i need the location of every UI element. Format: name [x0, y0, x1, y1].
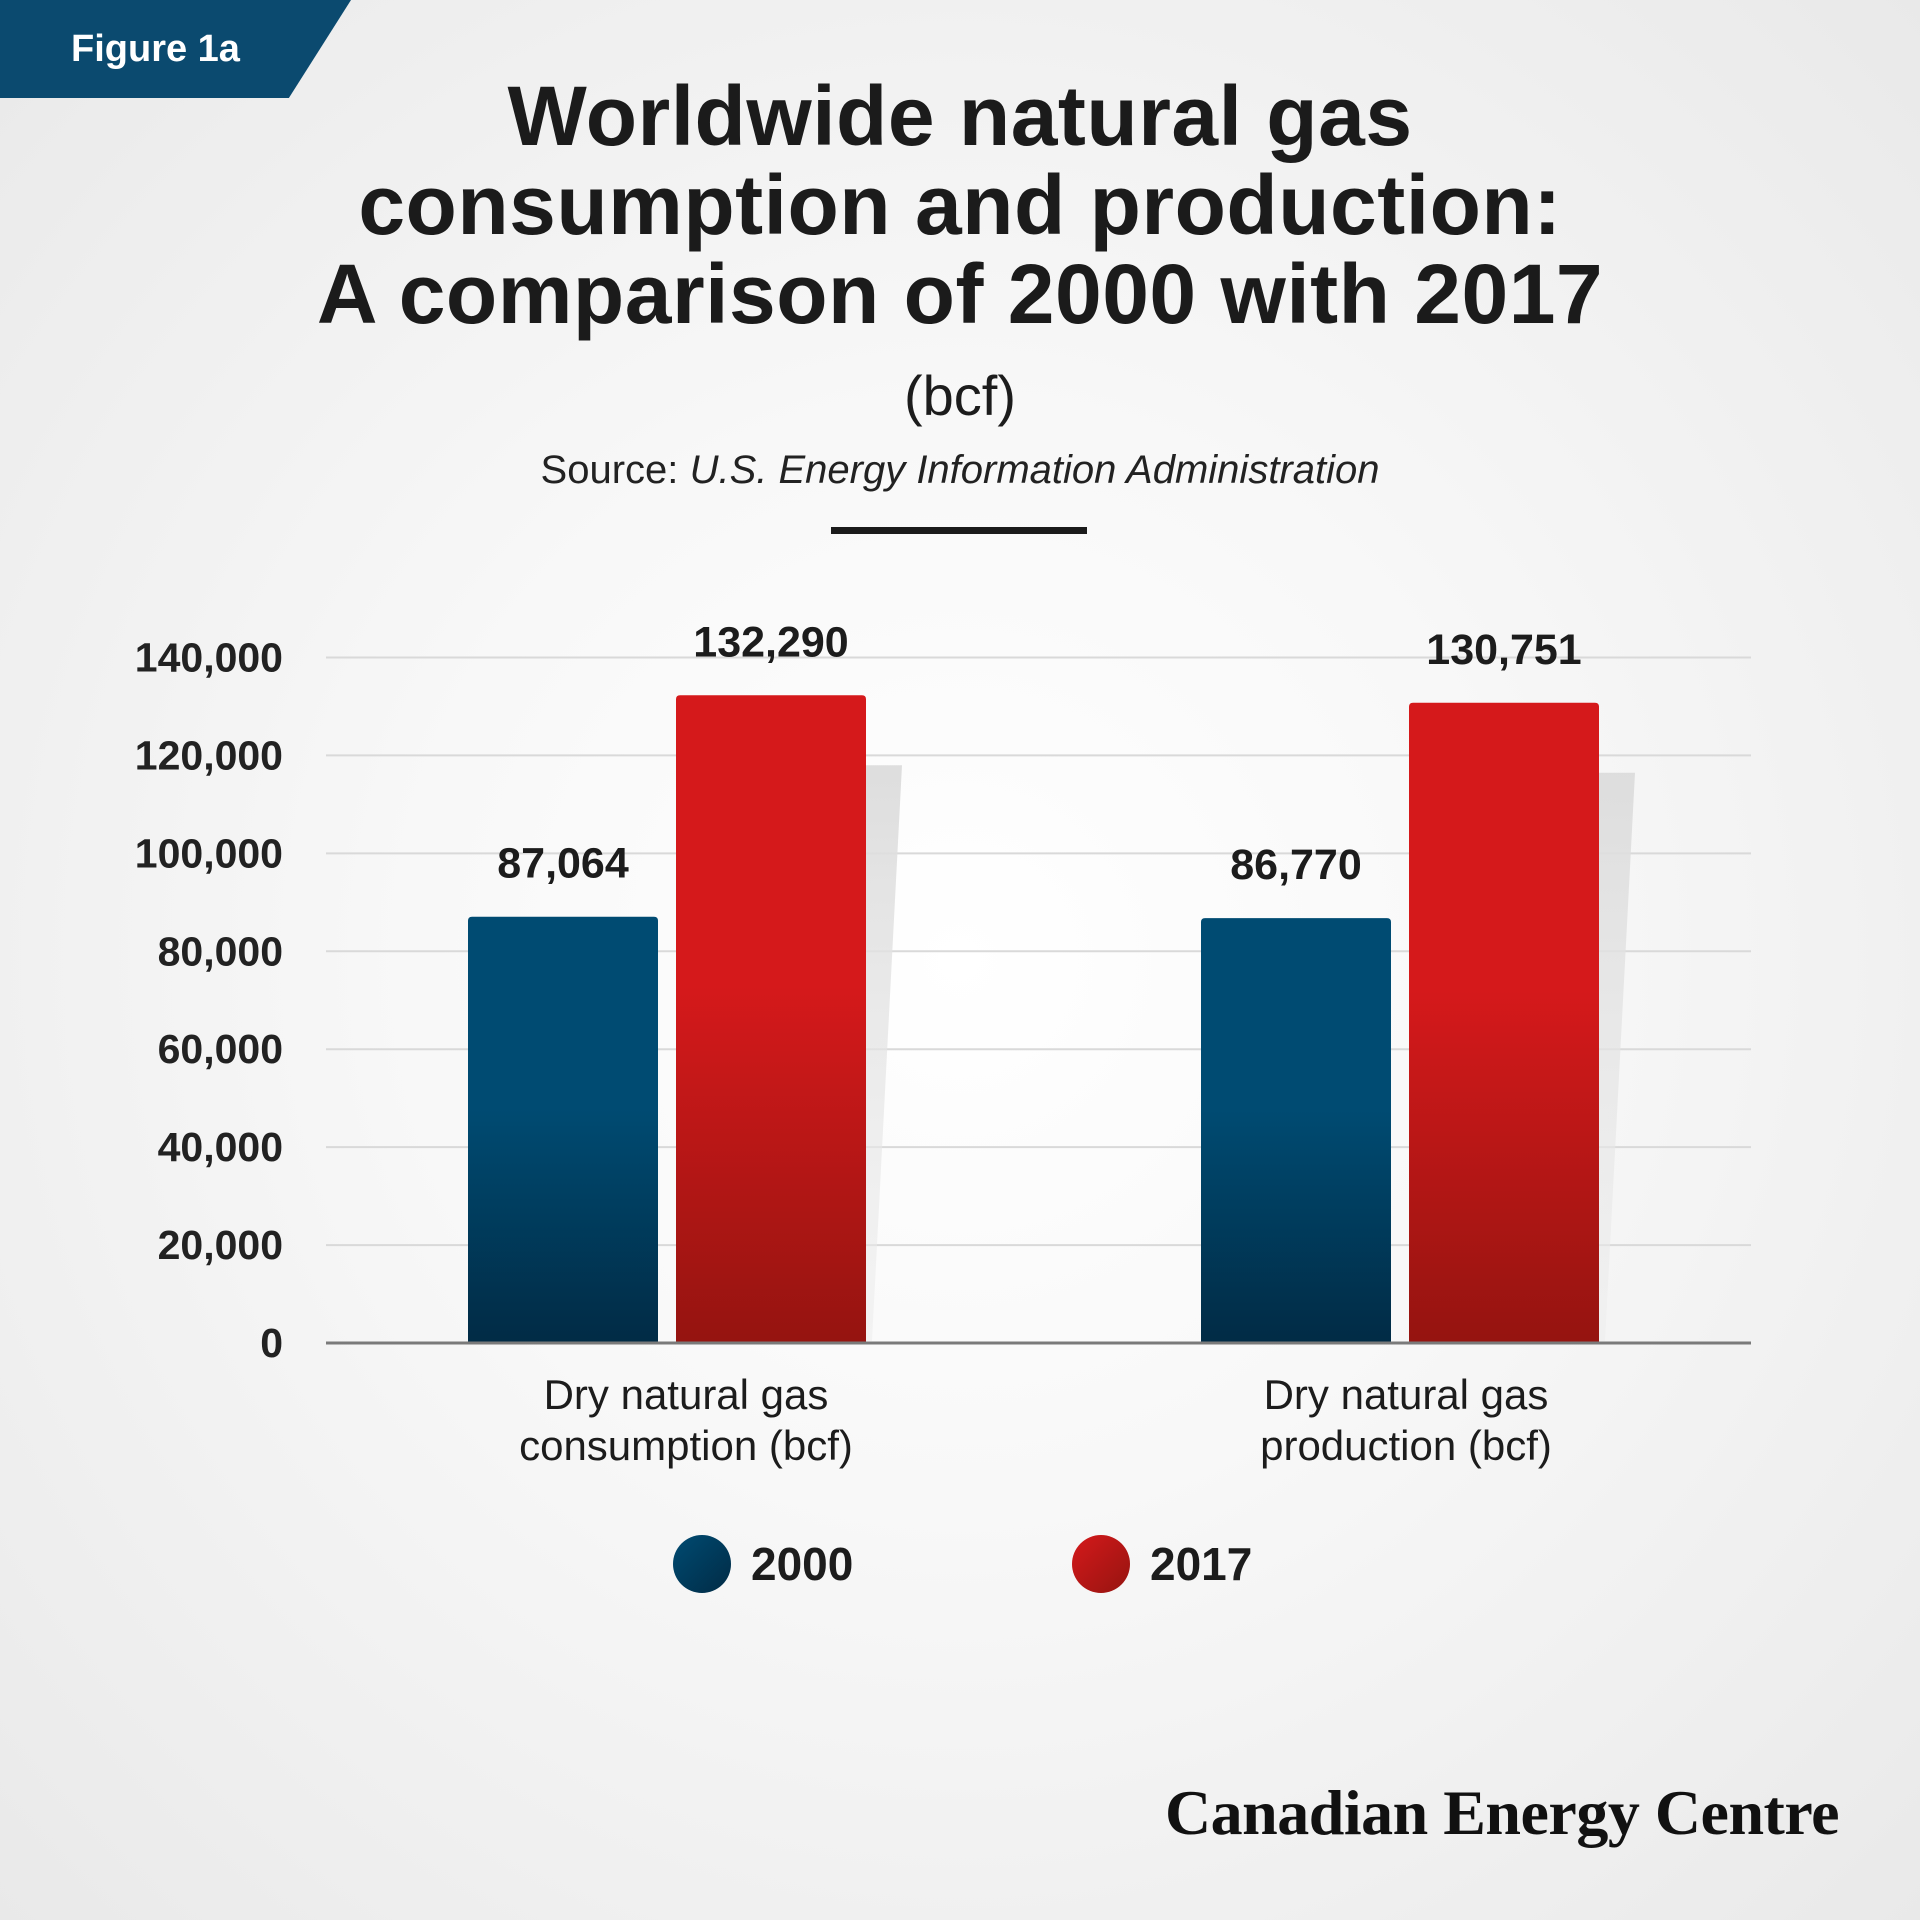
x-category-label: Dry natural gas production (bcf)	[1260, 1371, 1552, 1469]
legend-item-2017: 2017	[1072, 1535, 1252, 1593]
y-tick-label: 80,000	[158, 928, 283, 974]
legend-label-2017: 2017	[1150, 1538, 1253, 1590]
y-axis-tick-labels: 0 20,000 40,000 60,000 80,000 100,000 120,000 1…	[135, 635, 283, 1367]
title-divider	[831, 527, 1087, 534]
legend-swatch-2017	[1072, 1535, 1130, 1593]
y-tick-label: 100,000	[135, 830, 283, 876]
y-tick-label: 60,000	[158, 1026, 283, 1072]
bar-shadow	[866, 765, 902, 1341]
source-name: U.S. Energy Information Administration	[689, 448, 1380, 492]
data-label-2017: 132,290	[693, 618, 848, 666]
source-line: Source: U.S. Energy Information Administr…	[0, 450, 1920, 490]
legend-label-2000: 2000	[751, 1538, 854, 1590]
y-tick-label: 20,000	[158, 1222, 283, 1268]
y-tick-label: 120,000	[135, 732, 283, 778]
chart-title: Worldwide natural gas consumption and pr…	[316, 69, 1604, 341]
x-category-label: Dry natural gas consumption (bcf)	[519, 1371, 853, 1469]
brand-logo-text: Canadian Energy Centre	[1164, 1777, 1840, 1848]
data-label-2000: 86,770	[1230, 841, 1362, 889]
y-tick-label: 40,000	[158, 1124, 283, 1170]
x-axis-category-labels: Dry natural gas consumption (bcf) Dry natu…	[519, 1371, 1552, 1469]
legend-swatch-2000	[673, 1535, 731, 1593]
data-label-2017: 130,751	[1426, 626, 1581, 674]
bar-shadow	[1599, 772, 1635, 1341]
bar-series-2017	[676, 695, 866, 1343]
data-labels: 87,064 132,290 86,770 130,751	[497, 618, 1581, 889]
bar-series-2017	[1409, 702, 1599, 1343]
bar-series-2000	[1201, 918, 1391, 1343]
legend-item-2000: 2000	[673, 1535, 853, 1593]
bars	[468, 695, 1635, 1343]
source-label: Source:	[540, 448, 679, 492]
y-tick-label: 0	[260, 1320, 283, 1366]
chart-unit-subtitle: (bcf)	[904, 364, 1016, 427]
figure-label: Figure 1a	[0, 0, 351, 98]
data-label-2000: 87,064	[497, 840, 629, 888]
bar-series-2000	[468, 916, 658, 1343]
y-tick-label: 140,000	[135, 635, 283, 681]
